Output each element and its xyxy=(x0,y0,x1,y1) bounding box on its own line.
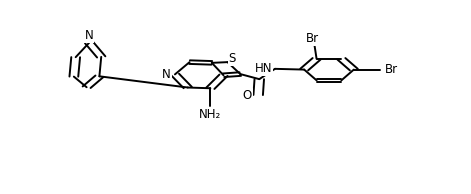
Text: N: N xyxy=(85,29,94,42)
Text: O: O xyxy=(243,89,252,102)
Text: NH₂: NH₂ xyxy=(199,108,221,121)
Text: Br: Br xyxy=(306,32,319,45)
Text: N: N xyxy=(162,68,171,81)
Text: HN: HN xyxy=(254,62,272,75)
Text: Br: Br xyxy=(384,63,398,76)
Text: S: S xyxy=(228,52,236,65)
